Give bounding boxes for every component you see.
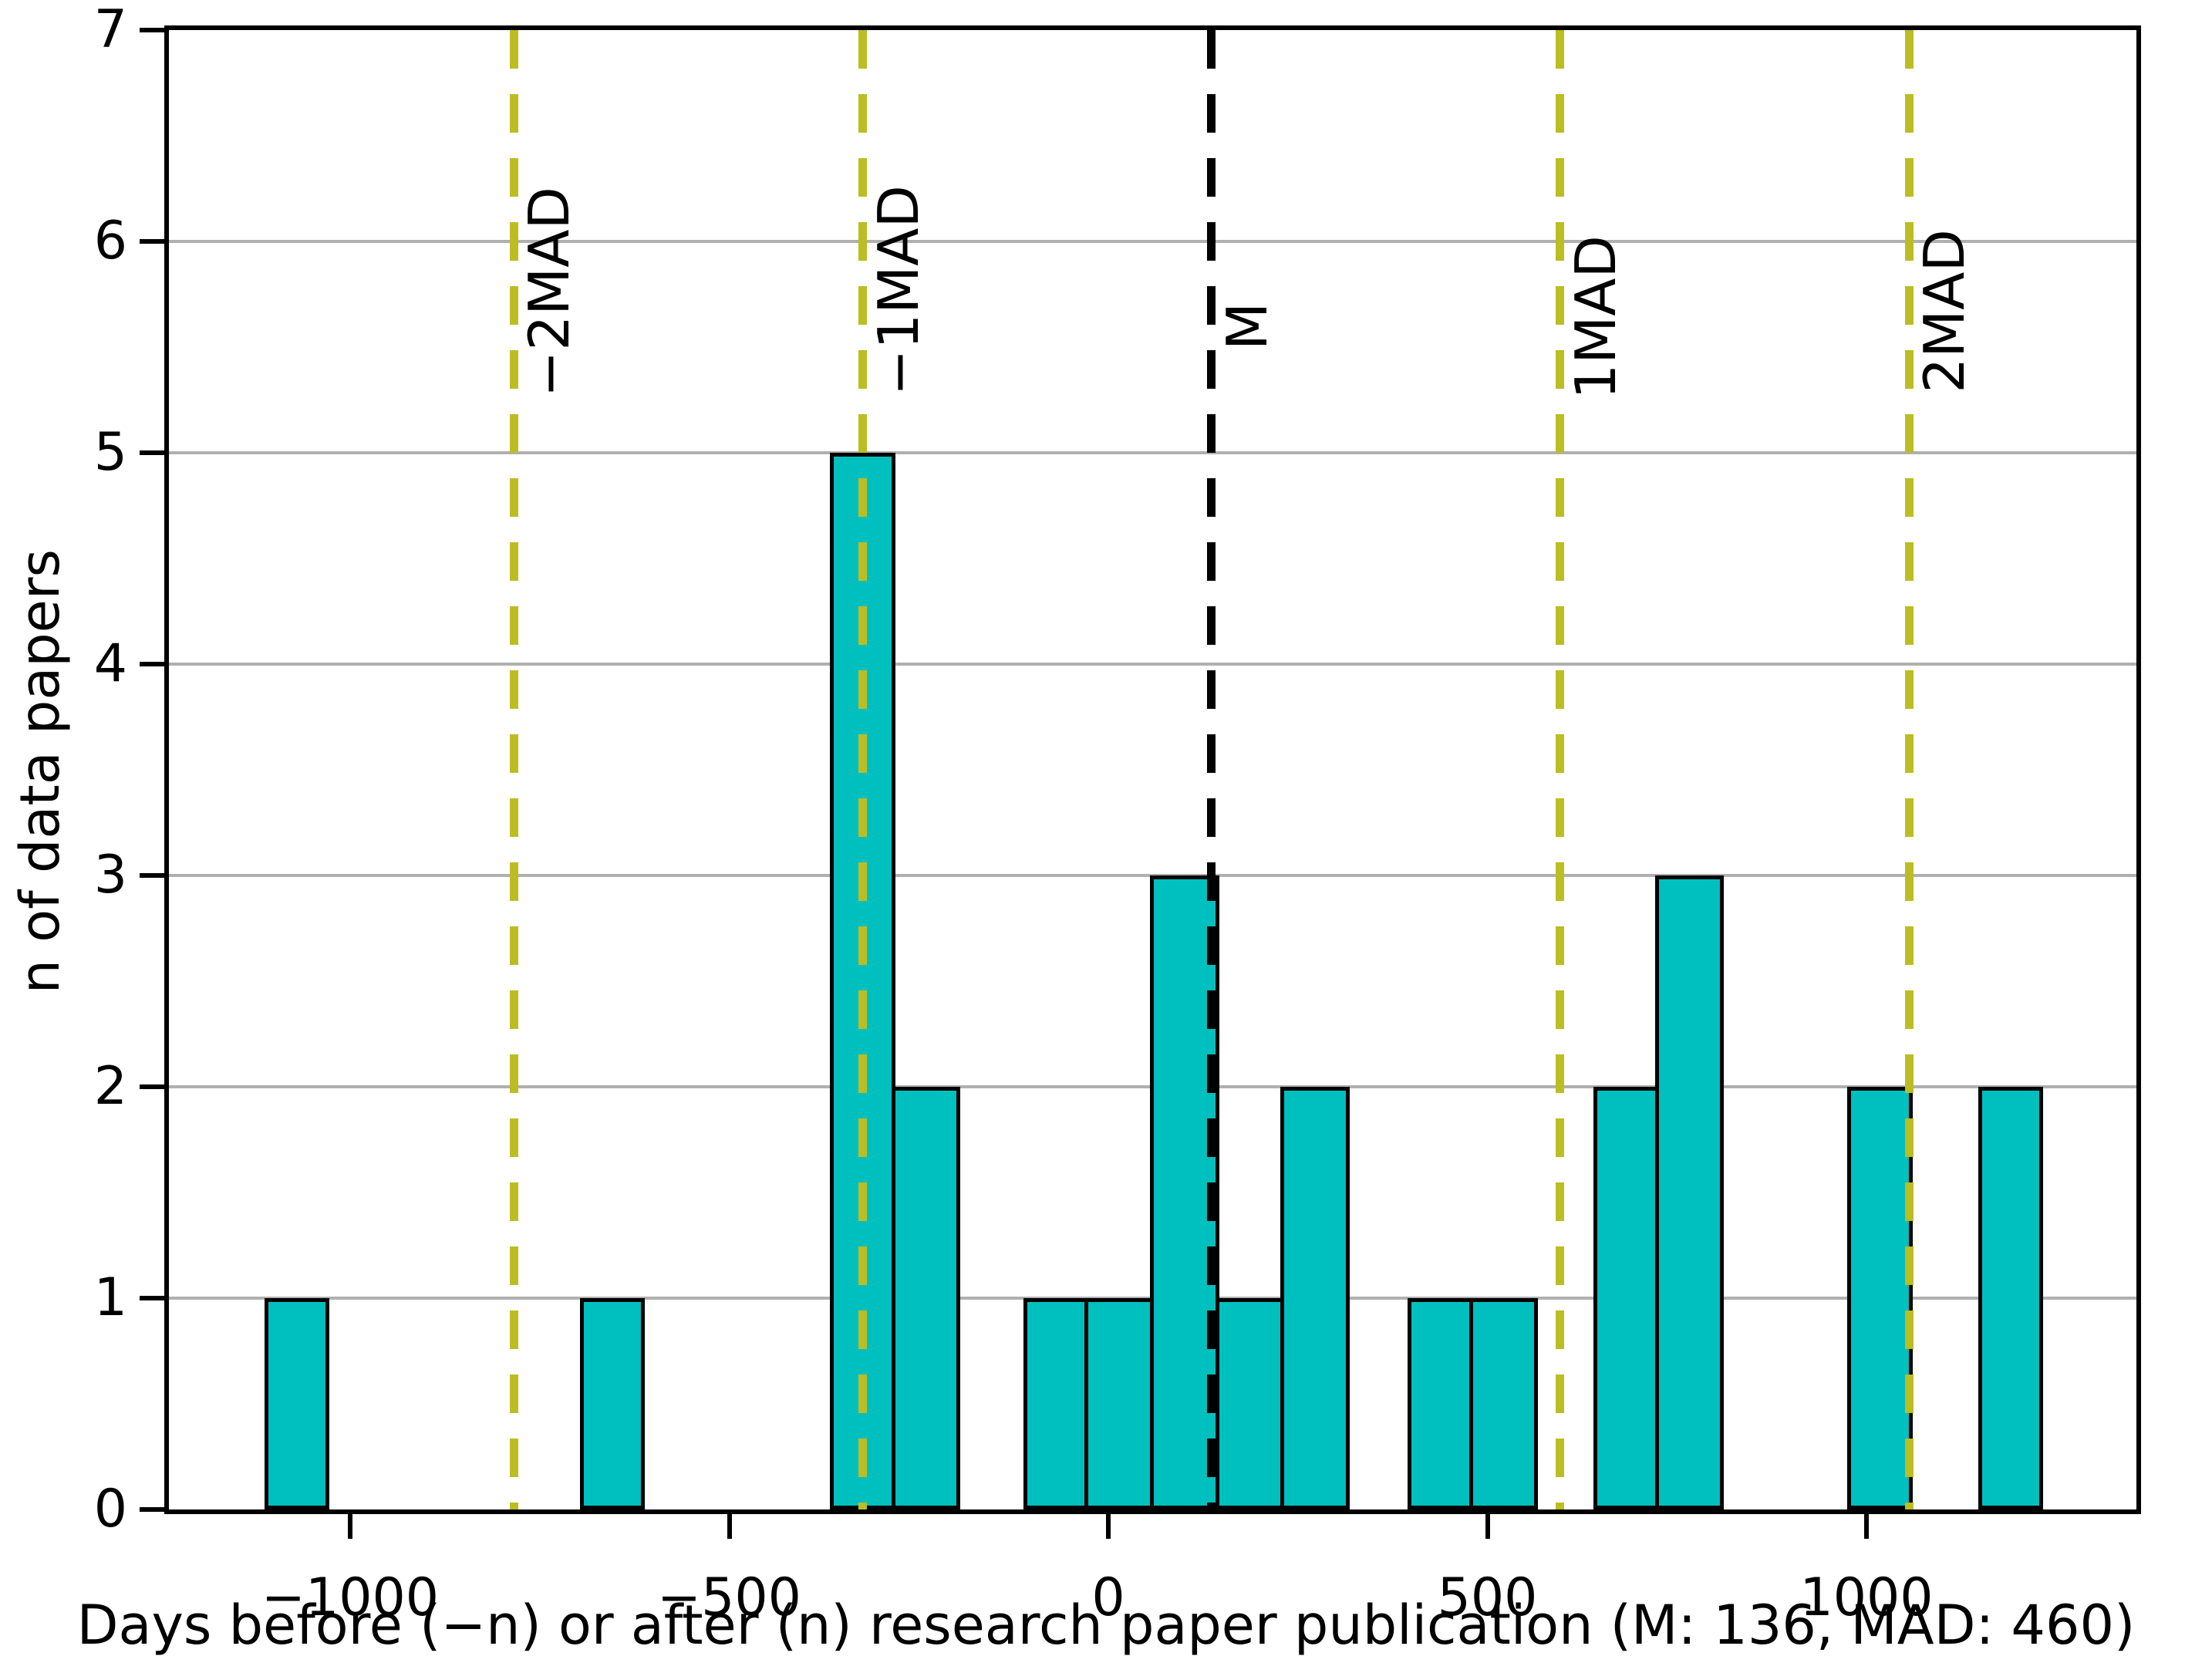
reference-line-2mad [1904,30,1914,1509]
histogram-bar [1408,1298,1473,1509]
y-tick-label: 2 [93,1056,127,1117]
x-tick-label: 500 [1437,1567,1538,1628]
x-tick-mark [727,1514,732,1539]
reference-line-label: M [1214,302,1280,351]
reference-line-label: −1MAD [865,185,931,396]
gridline [169,451,2136,454]
y-tick-mark [140,662,164,666]
y-tick-mark [140,1507,164,1512]
histogram-bar [1084,1298,1154,1509]
y-tick-mark [140,28,164,32]
reference-line-label: −2MAD [517,187,582,397]
x-tick-label: −1000 [261,1567,440,1628]
y-tick-mark [140,1296,164,1300]
histogram-bar [1654,875,1725,1509]
histogram-bar [891,1087,961,1509]
reference-line-label: 1MAD [1563,235,1628,400]
x-tick-label: 0 [1091,1567,1125,1628]
reference-line-minus-1mad [858,30,867,1509]
histogram-bar [1847,1087,1913,1509]
x-tick-label: 1000 [1799,1567,1934,1628]
x-tick-mark [348,1514,352,1539]
plot-area: −2MAD −1MAD M 1MAD 2MAD [164,25,2141,1514]
x-tick-label: −500 [657,1567,801,1628]
histogram-bar [1023,1298,1089,1509]
y-tick-label: 1 [93,1267,127,1328]
gridline [169,663,2136,666]
x-tick-mark [1106,1514,1111,1539]
y-axis-label: n of data papers [8,549,72,994]
histogram-bar [264,1298,330,1509]
y-tick-label: 3 [93,845,127,906]
y-tick-mark [140,873,164,878]
y-tick-label: 6 [93,211,127,272]
y-tick-label: 7 [93,0,127,60]
reference-line-label: 2MAD [1912,229,1978,393]
x-tick-mark [1485,1514,1490,1539]
x-tick-mark [1864,1514,1869,1539]
gridline [169,240,2136,243]
y-tick-mark [140,450,164,455]
reference-line-m [1207,30,1216,1509]
histogram-bar [1215,1298,1285,1509]
reference-line-minus-2mad [509,30,518,1509]
reference-line-1mad [1556,30,1565,1509]
y-tick-label: 5 [93,422,127,483]
y-tick-mark [140,1084,164,1089]
x-axis-label: Days before (−n) or after (n) research p… [76,1594,2136,1657]
histogram-bar [1593,1087,1659,1509]
histogram-bar [1280,1087,1350,1509]
histogram-bar [1978,1087,2044,1509]
histogram-bar [579,1298,646,1509]
y-tick-label: 4 [93,633,127,694]
histogram-bar [1468,1298,1539,1509]
y-tick-label: 0 [93,1479,127,1540]
y-tick-mark [140,239,164,244]
